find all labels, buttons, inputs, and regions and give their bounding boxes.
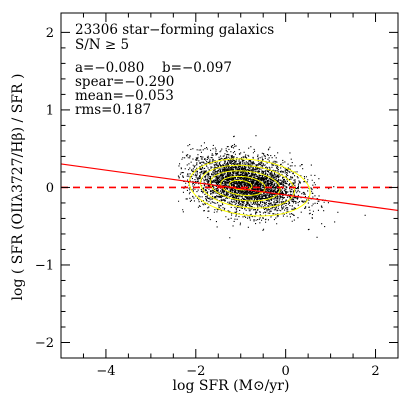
x-tick-label: −2 [186,364,205,379]
x-tick-label: 0 [282,364,290,379]
plot-frame [60,12,399,359]
annotation-spearman: spear=−0.290 [75,74,174,90]
axis-tick-labels: −4 −2 0 2 −2 −1 0 1 2 [35,26,380,379]
x-axis-label: log SFR (M⊙/yr) [173,378,290,394]
axis-ticks [60,13,399,358]
y-tick-label: 1 [46,103,54,118]
contour-level-3 [209,170,281,202]
x-tick-label: 2 [371,364,379,379]
x-tick-label: −4 [96,364,115,379]
y-axis-label: log ( SFR (OIIλ3727/Hβ) / SFR ) [10,74,26,301]
y-tick-label: 0 [46,181,54,196]
contour-level-5 [229,179,253,191]
y-tick-label: −2 [35,336,54,351]
annotation-intercept: b=−0.097 [162,60,232,76]
annotation-count: 23306 star−forming galaxics [75,22,274,38]
contour-level-2 [200,164,295,209]
y-tick-label: 2 [46,26,54,41]
y-tick-label: −1 [35,258,54,273]
annotation-sn: S/N ≥ 5 [75,37,129,53]
fit-line [60,163,399,212]
annotation-rms: rms=0.187 [75,102,151,118]
annotation-slope: a=−0.080 [75,60,144,76]
annotation-mean: mean=−0.053 [75,88,174,104]
reference-lines [60,163,399,212]
